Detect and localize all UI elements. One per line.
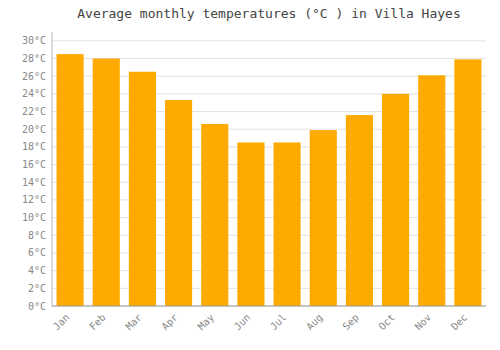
bars — [57, 54, 482, 306]
x-tick-label: Feb — [87, 312, 108, 333]
x-tick-label: Nov — [413, 312, 434, 333]
x-tick-label: Jan — [51, 312, 72, 333]
y-axis-line — [52, 32, 53, 306]
bar — [418, 75, 445, 306]
grid-line — [52, 306, 486, 307]
bar — [382, 94, 409, 306]
x-axis-line — [52, 306, 486, 307]
bar — [237, 142, 264, 306]
bar — [165, 100, 192, 306]
y-tick-label: 2°C — [28, 283, 46, 294]
y-tick-label: 16°C — [22, 159, 46, 170]
y-axis: 0°C 2°C 4°C 6°C 8°C 10°C 12°C 14°C 16°C 18°C 20°C 2… — [22, 32, 52, 312]
y-tick-label: 14°C — [22, 177, 46, 188]
grid-line — [52, 40, 486, 41]
bar — [93, 59, 120, 306]
page: {"chart_data": {"type": "bar", "title": … — [0, 0, 500, 350]
y-tick-label: 10°C — [22, 212, 46, 223]
grid — [52, 41, 486, 306]
x-tick-label: Jul — [268, 312, 289, 333]
y-tick-label: 12°C — [22, 194, 46, 205]
bar — [129, 72, 156, 306]
title: Average monthly temperatures (°C ) in Vi… — [77, 6, 461, 21]
bar — [274, 142, 301, 306]
y-tick-label: 20°C — [22, 124, 46, 135]
x-tick-label: Aug — [304, 312, 325, 333]
x-tick-label: May — [196, 312, 217, 333]
y-tick-label: 22°C — [22, 106, 46, 117]
x-tick-label: Mar — [123, 312, 144, 333]
bar — [201, 124, 228, 306]
y-tick-label: 24°C — [22, 88, 46, 99]
y-tick-label: 30°C — [22, 35, 46, 46]
x-tick-label: Apr — [159, 312, 180, 333]
x-tick-label: Sep — [340, 312, 361, 333]
bar — [310, 130, 337, 306]
bar — [454, 59, 481, 306]
x-tick-label: Oct — [376, 312, 397, 333]
y-tick-label: 28°C — [22, 53, 46, 64]
y-tick-label: 0°C — [28, 301, 46, 312]
x-tick-label: Jun — [232, 312, 253, 333]
y-tick-label: 4°C — [28, 265, 46, 276]
y-tick-label: 18°C — [22, 141, 46, 152]
chart-container: Average monthly temperatures (°C ) in Vi… — [0, 0, 500, 350]
y-tick-label: 6°C — [28, 247, 46, 258]
bar — [57, 54, 84, 306]
y-tick-label: 8°C — [28, 230, 46, 241]
x-axis: Jan Feb Mar Apr May Jun Jul Aug Sep Oct Nov Dec — [51, 306, 486, 332]
y-tick-label: 26°C — [22, 71, 46, 82]
x-tick-label: Dec — [449, 312, 470, 333]
chart: Average monthly temperatures (°C ) in Vi… — [0, 0, 500, 350]
bar — [346, 115, 373, 306]
